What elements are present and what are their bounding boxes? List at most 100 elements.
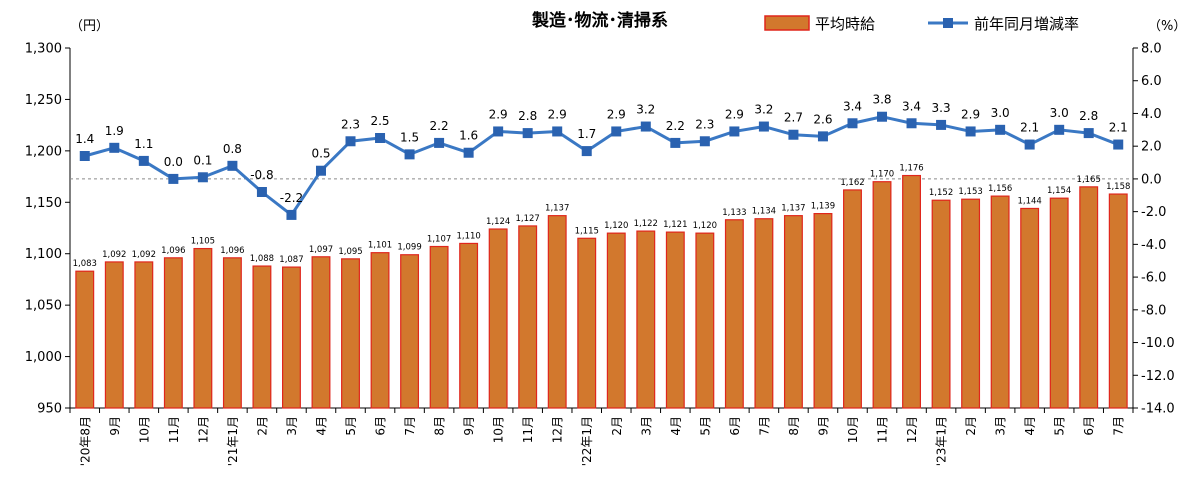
bar-value-label: 1,096 (161, 246, 185, 256)
growth-rate-value-label: 3.2 (754, 103, 773, 117)
bar (783, 215, 803, 409)
x-axis-tick-label: 12月 (196, 416, 210, 443)
bar-value-label: 1,176 (899, 164, 923, 174)
growth-rate-marker (434, 137, 445, 148)
growth-rate-marker (1054, 124, 1065, 135)
x-axis-tick-label: 6月 (374, 416, 388, 436)
right-axis-tick-label: -4.0 (1141, 238, 1166, 253)
left-axis-tick-label: 1,000 (25, 350, 62, 365)
x-axis-tick-label: 3月 (994, 416, 1008, 436)
bar-value-label: 1,139 (811, 202, 835, 212)
x-axis-tick-label: '22年1月 (580, 416, 594, 466)
bar (902, 174, 922, 409)
growth-rate-marker (758, 121, 769, 132)
x-axis-tick-label: 8月 (433, 416, 447, 436)
chart-title: 製造･物流･清掃系 (531, 10, 668, 31)
bar-value-label: 1,127 (516, 214, 540, 224)
bar (695, 232, 715, 409)
x-axis-tick-label: 11月 (521, 416, 535, 443)
bar-value-label: 1,120 (693, 221, 717, 231)
bar-value-label: 1,158 (1106, 182, 1130, 192)
left-axis-tick-label: 1,300 (25, 42, 62, 57)
growth-rate-marker (611, 126, 622, 137)
x-axis-tick-label: 12月 (551, 416, 565, 443)
growth-rate-value-label: 1.1 (134, 137, 153, 151)
growth-rate-value-label: -0.8 (250, 168, 273, 182)
growth-rate-value-label: 2.9 (489, 107, 508, 121)
growth-rate-marker (197, 172, 208, 183)
x-axis-tick-label: 11月 (167, 416, 181, 443)
bar (1079, 186, 1099, 409)
bar-value-label: 1,092 (102, 250, 126, 260)
x-axis-tick-label: 5月 (698, 416, 712, 436)
left-axis-tick-label: 1,100 (25, 247, 62, 262)
bar-value-label: 1,107 (427, 235, 451, 245)
growth-rate-value-label: 2.1 (1109, 121, 1128, 135)
bar-value-label: 1,083 (73, 259, 97, 269)
growth-rate-value-label: 0.8 (223, 142, 242, 156)
left-axis-tick-label: 950 (37, 402, 62, 417)
x-axis-tick-label: '23年1月 (935, 416, 949, 466)
growth-rate-marker (138, 155, 149, 166)
right-axis-tick-label: 4.0 (1141, 107, 1162, 122)
bar (370, 252, 390, 409)
growth-rate-value-label: 2.7 (784, 111, 803, 125)
growth-rate-marker (699, 136, 710, 147)
right-axis-tick-label: -12.0 (1141, 369, 1175, 384)
bar (1049, 197, 1069, 409)
growth-rate-marker (581, 146, 592, 157)
bar (193, 247, 213, 409)
growth-rate-marker (1113, 139, 1124, 150)
bar-value-label: 1,152 (929, 188, 953, 198)
bar (518, 225, 538, 409)
bar (104, 261, 124, 409)
growth-rate-marker (404, 149, 415, 160)
bar-value-label: 1,137 (781, 204, 805, 214)
bar-value-label: 1,088 (250, 254, 274, 264)
x-axis-tick-label: '20年8月 (78, 416, 92, 466)
x-axis-tick-label: 4月 (314, 416, 328, 436)
bar-value-label: 1,154 (1047, 186, 1071, 196)
growth-rate-value-label: 2.9 (548, 107, 567, 121)
bar (547, 215, 567, 409)
growth-rate-marker (493, 126, 504, 137)
legend-bar-label: 平均時給 (815, 15, 875, 33)
growth-rate-value-label: 1.6 (459, 129, 478, 143)
left-axis-tick-label: 1,050 (25, 299, 62, 314)
growth-rate-value-label: 3.4 (843, 99, 862, 113)
growth-rate-marker (168, 173, 179, 184)
bar-value-label: 1,134 (752, 207, 776, 217)
bar-value-label: 1,121 (663, 220, 687, 230)
x-axis-tick-label: 8月 (787, 416, 801, 436)
bar (606, 232, 626, 409)
right-axis-tick-label: 8.0 (1141, 42, 1162, 57)
growth-rate-value-label: 2.3 (695, 117, 714, 131)
growth-rate-marker (227, 160, 238, 171)
x-axis-tick-label: 5月 (344, 416, 358, 436)
bar (1108, 193, 1128, 409)
x-axis-tick-label: 10月 (846, 416, 860, 443)
left-axis-tick-label: 1,150 (25, 196, 62, 211)
plot-area: 950 1,000 1,050 1,100 1,150 1,200 1,250 1,300 -1… (25, 42, 1175, 467)
x-axis-tick-label: 6月 (1082, 416, 1096, 436)
growth-rate-value-label: 0.1 (193, 153, 212, 167)
bar (843, 189, 862, 409)
growth-rate-value-label: 2.5 (370, 114, 389, 128)
growth-rate-marker (79, 151, 90, 161)
growth-rate-marker (817, 131, 828, 142)
right-axis-tick-label: 6.0 (1141, 74, 1162, 89)
bar-value-label: 1,133 (722, 208, 746, 218)
x-axis-tick-label: 2月 (255, 416, 269, 436)
growth-rate-marker (1083, 128, 1094, 139)
growth-rate-marker (375, 133, 386, 143)
growth-rate-value-label: 1.9 (105, 124, 124, 138)
growth-rate-value-label: 3.4 (902, 99, 921, 113)
growth-rate-value-label: 1.4 (75, 132, 94, 146)
growth-rate-value-label: 3.8 (872, 93, 891, 107)
bar-value-label: 1,156 (988, 184, 1012, 194)
growth-rate-value-label: 3.2 (636, 103, 655, 117)
bar-value-label: 1,099 (397, 243, 421, 253)
growth-rate-marker (286, 209, 297, 220)
growth-rate-marker (640, 121, 651, 132)
bar (724, 219, 744, 409)
